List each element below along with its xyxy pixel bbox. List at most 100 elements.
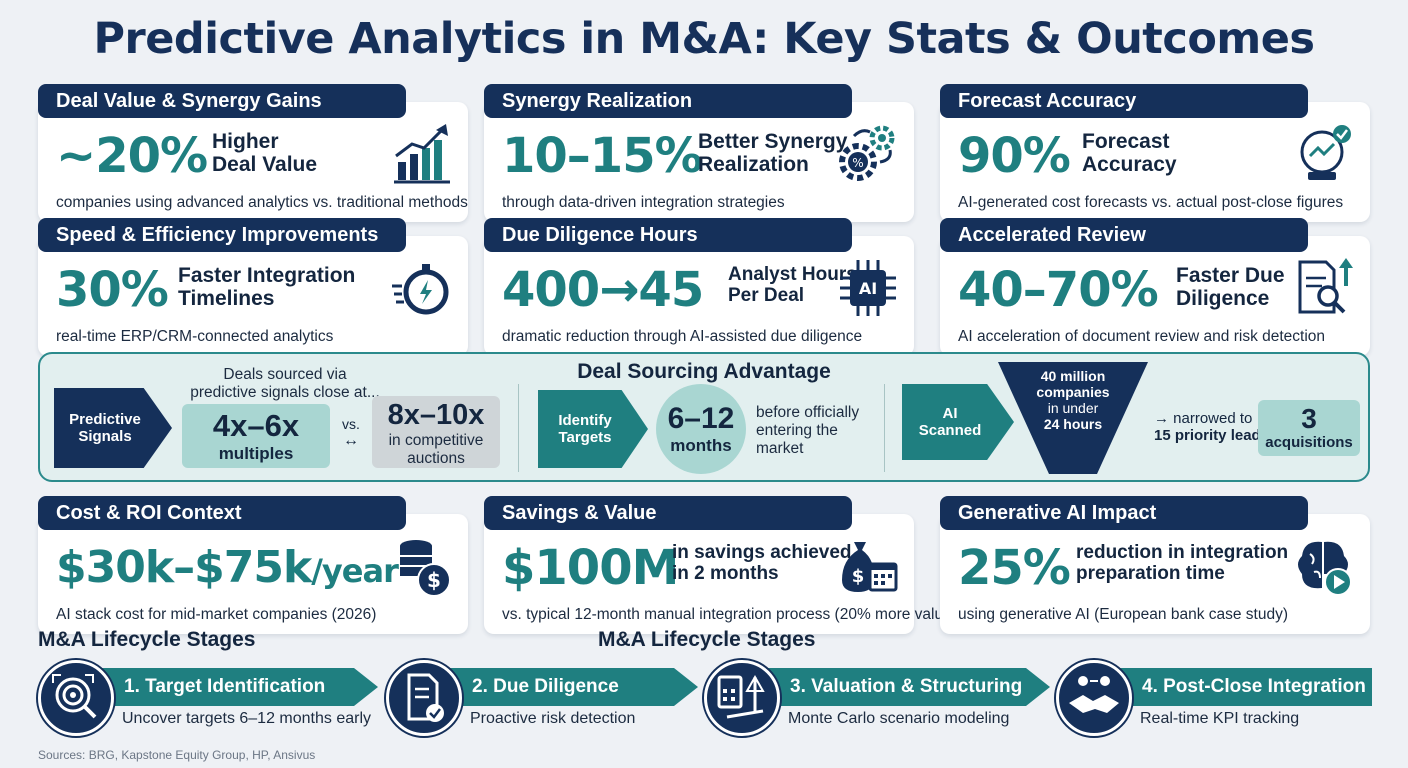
coin-stack-icon: $ <box>400 540 451 597</box>
stat-card-speed: Speed & Efficiency Improvements 30% Fast… <box>38 218 468 356</box>
sources-note: Sources: BRG, Kapstone Equity Group, HP,… <box>38 748 316 762</box>
card-side-text: reduction in integration preparation tim… <box>1076 542 1288 584</box>
card-side-line: Timelines <box>178 287 275 310</box>
card-side-line: Deal Value <box>212 153 318 176</box>
stage-label: 2. Due Diligence <box>436 668 698 706</box>
card-side-text: Forecast Accuracy <box>1082 130 1177 176</box>
card-side-text: Better Synergy Realization <box>698 130 847 176</box>
card-label: Savings & Value <box>484 496 852 530</box>
stage-description: Real-time KPI tracking <box>1140 710 1300 727</box>
card-big-number: 30% <box>56 262 169 318</box>
card-side-line: Faster Integration <box>178 264 356 287</box>
card-side-line: Realization <box>698 153 809 176</box>
card-side-line: Higher <box>212 130 279 153</box>
target-search-icon <box>38 660 114 736</box>
card-side-text: Faster Due Diligence <box>1176 264 1285 310</box>
svg-text:$: $ <box>852 566 865 587</box>
card-side-text: in savings achieved in 2 months <box>672 542 852 584</box>
competitive-label: auctions <box>407 450 465 467</box>
note-line: entering the <box>756 422 838 439</box>
divider <box>884 384 885 472</box>
card-caption: real-time ERP/CRM-connected analytics <box>56 328 334 345</box>
gear-percent-icon: % <box>839 125 895 181</box>
ai-chip-icon: AI <box>840 260 896 316</box>
acquisitions-box: 3 acquisitions <box>1258 400 1360 456</box>
funnel-line: companies <box>1036 384 1110 400</box>
card-big-number: 40–70% <box>958 262 1159 318</box>
card-label: Speed & Efficiency Improvements <box>38 218 406 252</box>
months-circle: 6–12 months <box>656 384 746 474</box>
arrow-line: Scanned <box>918 422 982 439</box>
note-line: Deals sourced via <box>223 366 347 383</box>
card-side-line: Accuracy <box>1082 153 1177 176</box>
competitive-value: 8x–10x <box>387 399 485 431</box>
card-caption: using generative AI (European bank case … <box>958 606 1289 623</box>
competitive-box: 8x–10x in competitive auctions <box>372 396 500 468</box>
stat-card-due-diligence-hours: Due Diligence Hours 400→45 Analyst Hours… <box>484 218 914 356</box>
arrow-line: AI <box>942 405 958 422</box>
bar-chart-growth-icon <box>394 124 450 184</box>
card-side-line: reduction in integration <box>1076 542 1289 563</box>
competitive-label: in competitive <box>388 432 484 449</box>
stage-description: Uncover targets 6–12 months early <box>122 710 372 727</box>
card-big-number: ~20% <box>56 128 208 184</box>
months-value: 6–12 <box>667 402 735 435</box>
card-big-number: $100M <box>502 540 679 596</box>
lifecycle-heading-left: M&A Lifecycle Stages <box>38 628 256 651</box>
card-label: Due Diligence Hours <box>484 218 852 252</box>
card-label: Synergy Realization <box>484 84 852 118</box>
stat-card-accelerated-review: Accelerated Review 40–70% Faster Due Dil… <box>940 218 1370 356</box>
multiples-box: 4x–6x multiples <box>182 404 330 468</box>
stage-label: 1. Target Identification <box>88 668 378 706</box>
funnel-line: in under <box>1047 400 1099 416</box>
acquisitions-value: 3 <box>1301 403 1317 434</box>
arrow-line: Predictive <box>69 411 141 428</box>
narrowed-note: → narrowed to 15 priority leads <box>1154 410 1269 444</box>
stat-card-generative-ai: Generative AI Impact 25% reduction in in… <box>940 496 1370 634</box>
stat-card-synergy: Synergy Realization 10–15% Better Synerg… <box>484 84 914 222</box>
card-caption: through data-driven integration strategi… <box>502 194 785 211</box>
svg-text:$: $ <box>427 568 441 592</box>
card-caption: dramatic reduction through AI-assisted d… <box>502 328 863 345</box>
card-side-line: Per Deal <box>728 285 805 306</box>
ai-scanned-arrow: AI Scanned <box>902 384 1014 460</box>
funnel-line: 40 million <box>1040 368 1106 384</box>
brain-play-icon <box>1298 541 1352 596</box>
stage-description: Monte Carlo scenario modeling <box>788 710 1010 727</box>
lifecycle-stage-target-identification: 1. Target Identification Uncover targets… <box>38 660 378 736</box>
stat-card-cost-roi: Cost & ROI Context $30k–$75k/year $ AI s… <box>38 496 468 634</box>
predictive-signals-arrow: Predictive Signals <box>54 388 172 468</box>
chip-text: AI <box>859 279 877 298</box>
double-arrow-icon: ↔ <box>343 432 359 449</box>
card-caption: AI acceleration of document review and r… <box>958 328 1326 345</box>
stage-description: Proactive risk detection <box>470 710 636 727</box>
before-note: before officially entering the market <box>756 404 859 458</box>
big-value: $30k–$75k <box>56 542 312 593</box>
card-caption: AI-generated cost forecasts vs. actual p… <box>958 194 1344 211</box>
narrowed-leads: 15 priority leads <box>1154 427 1270 444</box>
stat-card-deal-value: Deal Value & Synergy Gains ~20% Higher D… <box>38 84 468 222</box>
card-label: Accelerated Review <box>940 218 1308 252</box>
card-caption: vs. typical 12-month manual integration … <box>502 606 957 623</box>
deals-note: Deals sourced via predictive signals clo… <box>190 366 380 402</box>
identify-targets-arrow: Identify Targets <box>538 390 648 468</box>
arrow-line: Signals <box>78 428 132 445</box>
handshake-icon <box>1056 660 1132 736</box>
card-side-text: Faster Integration Timelines <box>178 264 355 310</box>
card-caption: AI stack cost for mid-market companies (… <box>56 606 377 623</box>
document-check-icon <box>386 660 462 736</box>
divider <box>518 384 519 472</box>
card-label: Forecast Accuracy <box>940 84 1308 118</box>
vs-label: vs. ↔ <box>338 416 364 450</box>
calculator-scale-icon <box>704 660 780 736</box>
card-side-line: in 2 months <box>672 563 779 584</box>
page-title: Predictive Analytics in M&A: Key Stats &… <box>93 14 1315 64</box>
card-side-line: Forecast <box>1082 130 1170 153</box>
panel-title: Deal Sourcing Advantage <box>577 360 831 383</box>
acquisitions-label: acquisitions <box>1265 434 1353 451</box>
narrowed-prefix: → narrowed to <box>1154 410 1253 427</box>
card-side-line: Faster Due <box>1176 264 1285 287</box>
multiples-value: 4x–6x <box>212 408 300 443</box>
svg-text:%: % <box>852 156 863 170</box>
card-big-number: 90% <box>958 128 1071 184</box>
